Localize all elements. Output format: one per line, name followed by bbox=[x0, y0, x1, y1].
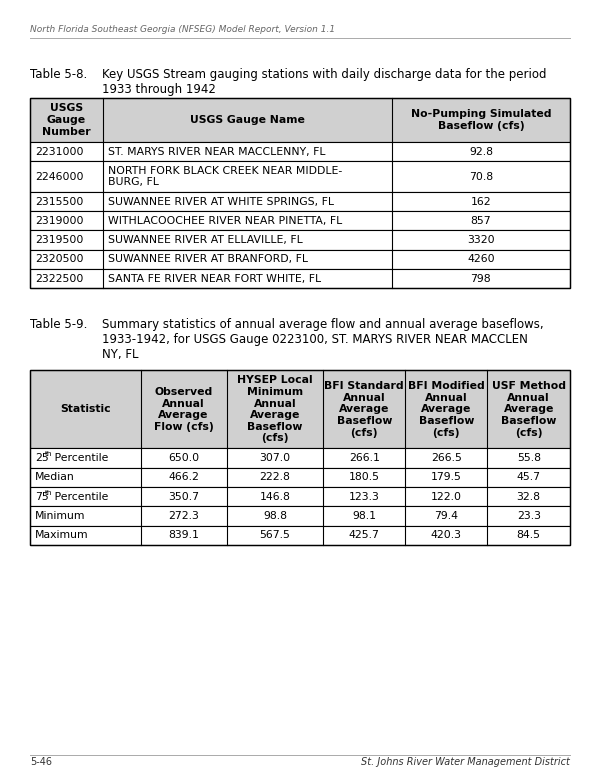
Text: Median: Median bbox=[35, 472, 75, 483]
Text: USGS
Gauge
Number: USGS Gauge Number bbox=[42, 103, 91, 137]
Text: 122.0: 122.0 bbox=[431, 492, 462, 501]
Text: Percentile: Percentile bbox=[51, 453, 108, 463]
Text: 2320500: 2320500 bbox=[35, 254, 83, 264]
Bar bbox=[30, 269, 570, 288]
Text: SANTA FE RIVER NEAR FORT WHITE, FL: SANTA FE RIVER NEAR FORT WHITE, FL bbox=[108, 274, 321, 284]
Text: St. Johns River Water Management District: St. Johns River Water Management Distric… bbox=[361, 757, 570, 767]
Text: th: th bbox=[44, 490, 52, 496]
Text: 146.8: 146.8 bbox=[259, 492, 290, 501]
Text: 162: 162 bbox=[470, 197, 491, 207]
Text: 180.5: 180.5 bbox=[349, 472, 380, 483]
Text: BFI Standard
Annual
Average
Baseflow
(cfs): BFI Standard Annual Average Baseflow (cf… bbox=[325, 382, 404, 437]
Text: ST. MARYS RIVER NEAR MACCLENNY, FL: ST. MARYS RIVER NEAR MACCLENNY, FL bbox=[108, 147, 325, 157]
Text: SUWANNEE RIVER AT ELLAVILLE, FL: SUWANNEE RIVER AT ELLAVILLE, FL bbox=[108, 235, 302, 245]
Text: Summary statistics of annual average flow and annual average baseflows,
1933-194: Summary statistics of annual average flo… bbox=[102, 319, 544, 361]
Text: 79.4: 79.4 bbox=[434, 510, 458, 521]
Text: SUWANNEE RIVER AT WHITE SPRINGS, FL: SUWANNEE RIVER AT WHITE SPRINGS, FL bbox=[108, 197, 334, 207]
Bar bbox=[30, 506, 570, 525]
Bar bbox=[30, 98, 570, 142]
Text: 75: 75 bbox=[35, 492, 49, 501]
Text: Key USGS Stream gauging stations with daily discharge data for the period
1933 t: Key USGS Stream gauging stations with da… bbox=[102, 68, 547, 96]
Text: 420.3: 420.3 bbox=[431, 530, 462, 540]
Text: 222.8: 222.8 bbox=[259, 472, 290, 483]
Text: 2231000: 2231000 bbox=[35, 147, 83, 157]
Text: Table 5-8.: Table 5-8. bbox=[30, 68, 87, 81]
Text: 2246000: 2246000 bbox=[35, 172, 83, 182]
Text: 425.7: 425.7 bbox=[349, 530, 380, 540]
Text: 84.5: 84.5 bbox=[517, 530, 541, 540]
Text: 5-46: 5-46 bbox=[30, 757, 52, 767]
Text: USGS Gauge Name: USGS Gauge Name bbox=[190, 115, 305, 125]
Text: 2322500: 2322500 bbox=[35, 274, 83, 284]
Text: WITHLACOOCHEE RIVER NEAR PINETTA, FL: WITHLACOOCHEE RIVER NEAR PINETTA, FL bbox=[108, 216, 342, 226]
Text: 857: 857 bbox=[470, 216, 491, 226]
Text: 70.8: 70.8 bbox=[469, 172, 493, 182]
Text: 55.8: 55.8 bbox=[517, 453, 541, 463]
Text: 179.5: 179.5 bbox=[431, 472, 462, 483]
Bar bbox=[30, 192, 570, 211]
Text: 266.5: 266.5 bbox=[431, 453, 462, 463]
Bar bbox=[30, 211, 570, 231]
Text: 2319000: 2319000 bbox=[35, 216, 83, 226]
Text: Statistic: Statistic bbox=[60, 404, 110, 414]
Bar bbox=[30, 98, 570, 288]
Text: Maximum: Maximum bbox=[35, 530, 89, 540]
Bar bbox=[30, 371, 570, 448]
Text: 350.7: 350.7 bbox=[168, 492, 199, 501]
Text: 45.7: 45.7 bbox=[517, 472, 541, 483]
Text: North Florida Southeast Georgia (NFSEG) Model Report, Version 1.1: North Florida Southeast Georgia (NFSEG) … bbox=[30, 25, 335, 34]
Text: 650.0: 650.0 bbox=[168, 453, 199, 463]
Text: Percentile: Percentile bbox=[51, 492, 108, 501]
Bar bbox=[30, 448, 570, 468]
Bar bbox=[30, 371, 570, 545]
Text: 32.8: 32.8 bbox=[517, 492, 541, 501]
Text: 2315500: 2315500 bbox=[35, 197, 83, 207]
Bar bbox=[30, 231, 570, 249]
Bar bbox=[30, 487, 570, 506]
Text: Minimum: Minimum bbox=[35, 510, 86, 521]
Text: 266.1: 266.1 bbox=[349, 453, 380, 463]
Text: 3320: 3320 bbox=[467, 235, 495, 245]
Text: USF Method
Annual
Average
Baseflow
(cfs): USF Method Annual Average Baseflow (cfs) bbox=[491, 382, 566, 437]
Text: HYSEP Local
Minimum
Annual
Average
Baseflow
(cfs): HYSEP Local Minimum Annual Average Basef… bbox=[237, 375, 313, 444]
Text: 25: 25 bbox=[35, 453, 49, 463]
Text: 98.1: 98.1 bbox=[352, 510, 376, 521]
Bar bbox=[30, 249, 570, 269]
Text: 23.3: 23.3 bbox=[517, 510, 541, 521]
Text: 466.2: 466.2 bbox=[168, 472, 199, 483]
Bar bbox=[30, 468, 570, 487]
Text: 123.3: 123.3 bbox=[349, 492, 380, 501]
Text: 567.5: 567.5 bbox=[259, 530, 290, 540]
Text: Observed
Annual
Average
Flow (cfs): Observed Annual Average Flow (cfs) bbox=[154, 387, 214, 432]
Text: SUWANNEE RIVER AT BRANFORD, FL: SUWANNEE RIVER AT BRANFORD, FL bbox=[108, 254, 308, 264]
Text: NORTH FORK BLACK CREEK NEAR MIDDLE-
BURG, FL: NORTH FORK BLACK CREEK NEAR MIDDLE- BURG… bbox=[108, 166, 342, 187]
Text: 839.1: 839.1 bbox=[168, 530, 199, 540]
Text: 98.8: 98.8 bbox=[263, 510, 287, 521]
Bar bbox=[30, 162, 570, 192]
Text: 307.0: 307.0 bbox=[259, 453, 290, 463]
Text: No-Pumping Simulated
Baseflow (cfs): No-Pumping Simulated Baseflow (cfs) bbox=[410, 109, 551, 131]
Text: th: th bbox=[44, 451, 52, 458]
Text: 798: 798 bbox=[470, 274, 491, 284]
Text: 4260: 4260 bbox=[467, 254, 495, 264]
Text: 272.3: 272.3 bbox=[168, 510, 199, 521]
Bar bbox=[30, 142, 570, 162]
Text: 2319500: 2319500 bbox=[35, 235, 83, 245]
Text: 92.8: 92.8 bbox=[469, 147, 493, 157]
Bar bbox=[30, 525, 570, 545]
Text: BFI Modified
Annual
Average
Baseflow
(cfs): BFI Modified Annual Average Baseflow (cf… bbox=[408, 382, 485, 437]
Text: Table 5-9.: Table 5-9. bbox=[30, 319, 88, 332]
